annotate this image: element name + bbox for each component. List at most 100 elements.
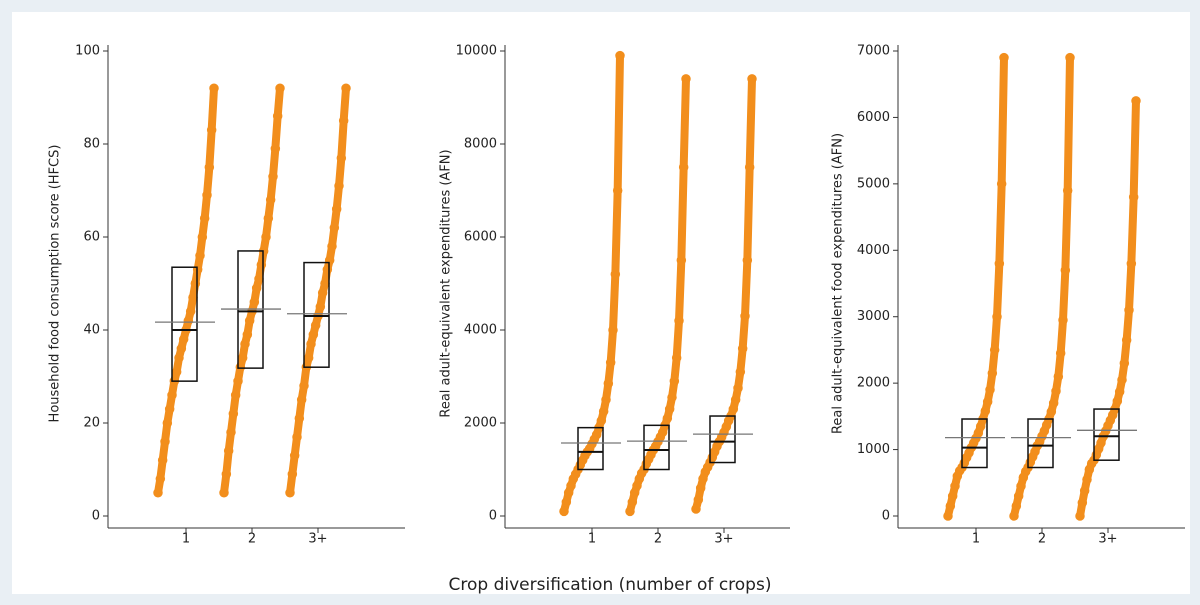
point bbox=[1009, 511, 1019, 521]
box bbox=[171, 266, 198, 382]
y-tick-label: 10000 bbox=[456, 44, 497, 59]
y-axis-title: Real adult-equivalent food expenditures … bbox=[831, 133, 846, 434]
point bbox=[1117, 375, 1127, 385]
point bbox=[178, 334, 189, 345]
point bbox=[947, 491, 958, 501]
point bbox=[992, 311, 1002, 322]
box bbox=[303, 261, 330, 368]
point bbox=[1100, 426, 1111, 436]
point bbox=[199, 213, 210, 224]
point bbox=[737, 343, 748, 354]
point bbox=[964, 448, 974, 458]
point bbox=[702, 462, 713, 472]
point bbox=[315, 302, 326, 312]
point bbox=[235, 362, 246, 372]
point bbox=[1030, 446, 1040, 457]
point bbox=[719, 427, 729, 438]
point bbox=[691, 504, 701, 514]
point bbox=[1011, 501, 1022, 511]
x-tick-label: 2 bbox=[248, 532, 256, 547]
box bbox=[709, 415, 736, 464]
point bbox=[1053, 371, 1064, 382]
point bbox=[707, 452, 718, 463]
point bbox=[999, 52, 1009, 63]
point bbox=[971, 433, 981, 444]
point bbox=[317, 288, 328, 298]
point bbox=[230, 390, 241, 400]
point bbox=[1114, 387, 1125, 397]
point bbox=[292, 432, 302, 442]
point bbox=[306, 339, 316, 349]
point bbox=[202, 190, 212, 200]
point bbox=[681, 74, 691, 84]
y-tick-label: 60 bbox=[83, 230, 100, 245]
point bbox=[1018, 472, 1029, 483]
point bbox=[740, 311, 750, 321]
point bbox=[950, 481, 960, 491]
x-tick-label: 1 bbox=[972, 532, 980, 547]
point bbox=[605, 357, 616, 368]
y-tick-label: 6000 bbox=[857, 110, 890, 125]
point bbox=[263, 213, 274, 224]
point bbox=[615, 50, 625, 61]
point bbox=[596, 415, 607, 426]
y-tick-label: 0 bbox=[882, 509, 890, 524]
y-axis-title: Real adult-equivalent expenditures (AFN) bbox=[439, 149, 454, 417]
point bbox=[242, 329, 253, 340]
box bbox=[1027, 418, 1054, 469]
point bbox=[674, 315, 684, 326]
point bbox=[287, 469, 298, 479]
point bbox=[265, 195, 276, 205]
point bbox=[244, 315, 255, 326]
point bbox=[249, 297, 260, 307]
point bbox=[1058, 315, 1068, 325]
point bbox=[996, 179, 1007, 189]
y-tick-label: 0 bbox=[92, 509, 100, 524]
x-tick-label: 2 bbox=[1038, 532, 1046, 547]
point bbox=[612, 185, 623, 196]
point bbox=[676, 255, 687, 265]
point bbox=[610, 269, 621, 279]
y-tick-label: 20 bbox=[83, 416, 100, 431]
point bbox=[987, 368, 998, 378]
y-tick-label: 2000 bbox=[464, 416, 497, 431]
point bbox=[1055, 348, 1066, 358]
point bbox=[735, 367, 746, 377]
point bbox=[251, 283, 262, 293]
point bbox=[1112, 396, 1123, 406]
point bbox=[1060, 265, 1071, 275]
point bbox=[341, 83, 351, 93]
y-tick-label: 6000 bbox=[464, 230, 497, 245]
point bbox=[331, 204, 342, 214]
y-tick-label: 4000 bbox=[464, 323, 497, 338]
y-tick-label: 80 bbox=[83, 137, 100, 152]
point bbox=[164, 404, 175, 414]
point bbox=[608, 325, 618, 335]
point bbox=[728, 404, 739, 414]
point bbox=[228, 408, 239, 419]
point bbox=[329, 222, 340, 233]
x-tick-label: 2 bbox=[654, 532, 662, 547]
point bbox=[160, 436, 170, 447]
point bbox=[1048, 398, 1059, 408]
point bbox=[1084, 464, 1095, 475]
point bbox=[209, 83, 219, 93]
point bbox=[742, 255, 753, 265]
point bbox=[627, 497, 638, 507]
point bbox=[1037, 431, 1047, 442]
x-tick-label: 3+ bbox=[1098, 532, 1117, 547]
point bbox=[153, 488, 163, 498]
point bbox=[1039, 426, 1050, 436]
x-tick-label: 3+ bbox=[714, 532, 733, 547]
point bbox=[233, 376, 243, 386]
point bbox=[730, 395, 741, 405]
point bbox=[994, 258, 1005, 269]
point bbox=[664, 404, 675, 414]
point bbox=[336, 153, 347, 163]
y-tick-label: 1000 bbox=[857, 442, 890, 457]
y-tick-label: 2000 bbox=[857, 376, 890, 391]
point bbox=[1119, 358, 1130, 368]
point bbox=[296, 395, 307, 405]
point bbox=[744, 162, 755, 172]
point bbox=[1051, 386, 1061, 396]
